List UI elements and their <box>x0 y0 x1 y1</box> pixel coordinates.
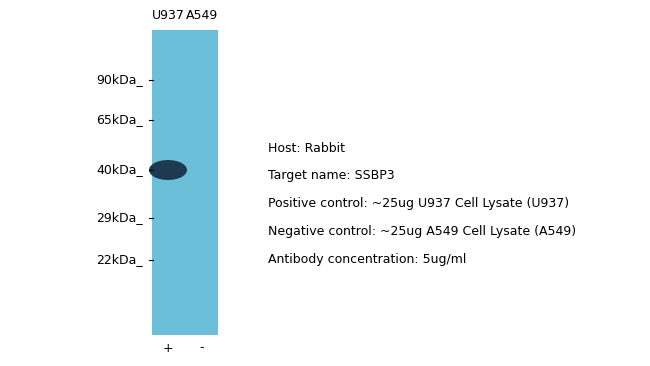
Text: 40kDa_: 40kDa_ <box>96 164 143 176</box>
Text: 90kDa_: 90kDa_ <box>96 74 143 86</box>
Bar <box>152 30 218 335</box>
Text: U937: U937 <box>151 9 185 22</box>
Text: Target name: SSBP3: Target name: SSBP3 <box>268 169 395 183</box>
Text: Positive control: ~25ug U937 Cell Lysate (U937): Positive control: ~25ug U937 Cell Lysate… <box>268 198 569 210</box>
Ellipse shape <box>149 160 187 180</box>
Text: 65kDa_: 65kDa_ <box>96 113 143 127</box>
Text: 29kDa_: 29kDa_ <box>96 212 143 224</box>
Text: 22kDa_: 22kDa_ <box>96 254 143 266</box>
Text: -: - <box>200 341 204 355</box>
Text: Negative control: ~25ug A549 Cell Lysate (A549): Negative control: ~25ug A549 Cell Lysate… <box>268 225 576 239</box>
Text: +: + <box>162 341 174 355</box>
Text: A549: A549 <box>186 9 218 22</box>
Text: Host: Rabbit: Host: Rabbit <box>268 142 345 154</box>
Text: Antibody concentration: 5ug/ml: Antibody concentration: 5ug/ml <box>268 254 467 266</box>
